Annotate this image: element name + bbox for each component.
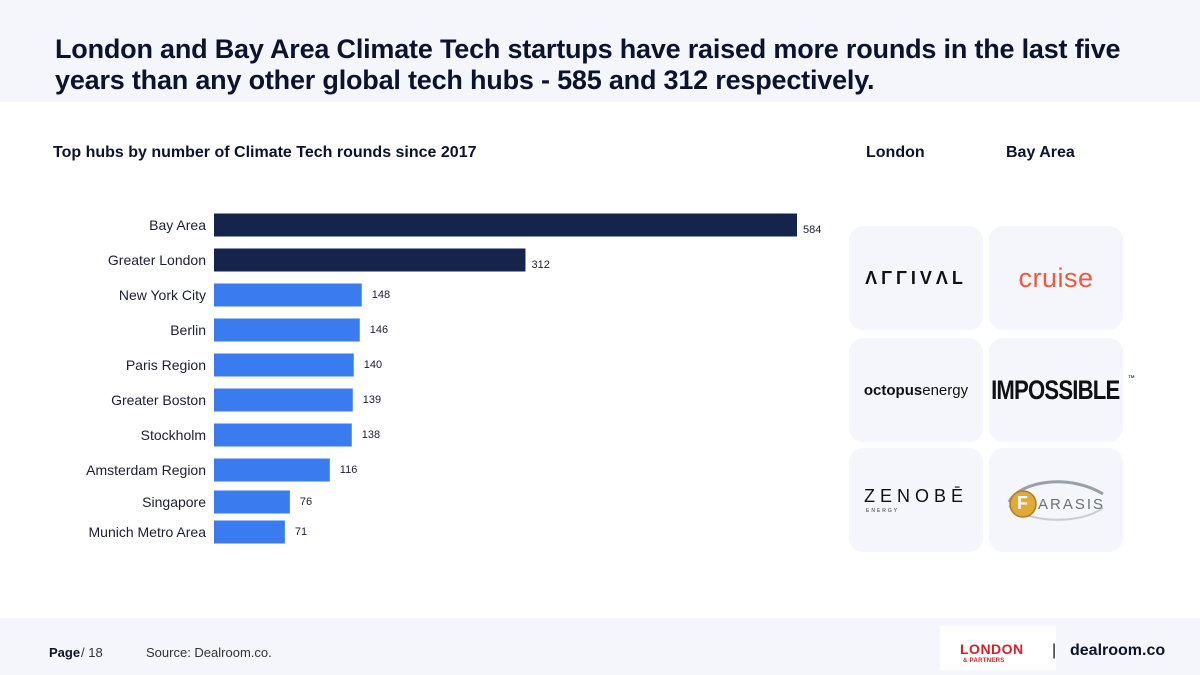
category-label: Munich Metro Area bbox=[89, 524, 207, 540]
dealroom-brand: dealroom.co bbox=[1070, 642, 1166, 659]
logo-card-octopus-energy: octopusenergy bbox=[849, 338, 983, 442]
page-headline: London and Bay Area Climate Tech startup… bbox=[55, 34, 1121, 95]
category-label: Bay Area bbox=[149, 217, 206, 233]
london-partners-logo-box bbox=[940, 626, 1056, 670]
logo-card-arrival: ΛΓΓIVΛL bbox=[849, 226, 983, 330]
value-label: 139 bbox=[363, 394, 381, 406]
category-label: Berlin bbox=[170, 322, 206, 338]
logo-card-farasis: F ARASIS bbox=[989, 448, 1123, 552]
logo-card-zenobe: ZENOBĒ ENERGY bbox=[849, 448, 983, 552]
page-total: / 18 bbox=[81, 645, 103, 660]
category-label: Stockholm bbox=[141, 427, 206, 443]
bar-bay-area bbox=[214, 213, 797, 237]
value-label: 312 bbox=[531, 259, 549, 271]
page-label: Page bbox=[49, 645, 81, 660]
header-band bbox=[0, 0, 1200, 102]
value-label: 71 bbox=[295, 526, 307, 538]
london-partners-logo: LONDON bbox=[960, 641, 1024, 657]
bar-amsterdam-region bbox=[214, 458, 330, 482]
logo-card-impossible: IMPOSSIBLE ™ bbox=[989, 338, 1135, 442]
value-label: 116 bbox=[340, 464, 358, 476]
column-header-bay-area: Bay Area bbox=[1006, 144, 1075, 161]
bar-singapore bbox=[214, 490, 290, 514]
bar-berlin bbox=[214, 318, 360, 342]
footer-separator: | bbox=[1052, 642, 1057, 659]
category-label: Greater Boston bbox=[111, 392, 206, 408]
category-label: Singapore bbox=[142, 494, 206, 510]
bar-stockholm bbox=[214, 423, 352, 447]
london-partners-sub: & PARTNERS bbox=[963, 658, 1005, 664]
bar-munich-metro-area bbox=[214, 520, 285, 544]
chart-title: Top hubs by number of Climate Tech round… bbox=[53, 144, 477, 161]
bar-greater-london bbox=[214, 248, 526, 272]
logo-card-cruise: cruise bbox=[989, 226, 1123, 330]
source-note: Source: Dealroom.co. bbox=[146, 645, 272, 660]
bar-new-york-city bbox=[214, 283, 362, 307]
zenobe-logo: ZENOBĒ ENERGY bbox=[863, 486, 968, 514]
category-label: Greater London bbox=[108, 252, 206, 268]
column-header-london: London bbox=[866, 144, 925, 161]
value-label: 138 bbox=[362, 429, 380, 441]
impossible-logo: IMPOSSIBLE ™ bbox=[991, 374, 1135, 405]
value-label: 76 bbox=[300, 496, 312, 508]
category-label: Paris Region bbox=[126, 357, 206, 373]
cruise-logo: cruise bbox=[1018, 262, 1094, 293]
value-label: 140 bbox=[364, 359, 382, 371]
category-label: New York City bbox=[119, 287, 206, 303]
farasis-logo: F ARASIS bbox=[1001, 472, 1111, 528]
bar-greater-boston bbox=[214, 388, 353, 412]
value-label: 146 bbox=[370, 324, 388, 336]
bar-paris-region bbox=[214, 353, 354, 377]
octopus-energy-logo: octopusenergy bbox=[863, 381, 969, 399]
value-label: 148 bbox=[372, 289, 390, 301]
category-label: Amsterdam Region bbox=[86, 462, 206, 478]
farasis-swoosh-icon bbox=[1007, 480, 1104, 521]
value-label: 584 bbox=[803, 224, 821, 236]
arrival-logo: ΛΓΓIVΛL bbox=[865, 267, 967, 288]
bar-chart: Bay Area 584 Greater London 312 New York Cit… bbox=[86, 213, 821, 544]
